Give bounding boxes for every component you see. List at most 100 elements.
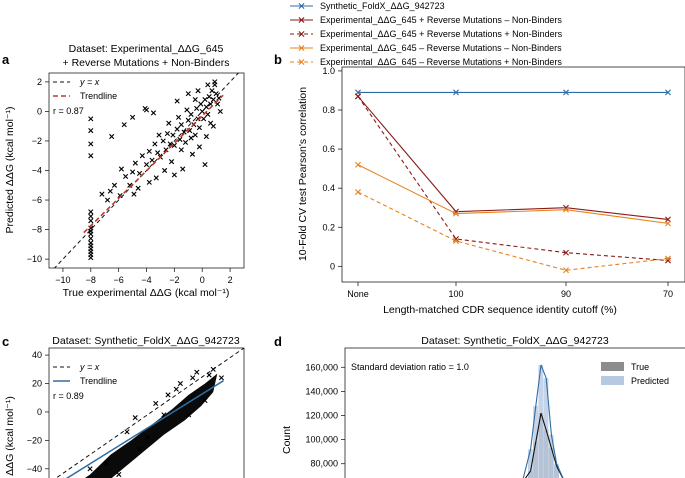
panel-d-predicted-density	[522, 364, 564, 478]
panel-a-point	[163, 147, 169, 153]
panel-a-point	[182, 139, 189, 146]
panel-a-point	[185, 91, 191, 97]
panel-a-point	[209, 88, 215, 94]
panel-c-y-axis: 40 20 0 −20 −40	[27, 350, 49, 474]
panel-b-ytick-label: 0.8	[322, 105, 335, 115]
panel-d-ylabel: Count	[281, 426, 293, 454]
panel-c-point	[177, 380, 183, 387]
panel-a-point	[88, 255, 94, 261]
panel-a-point	[88, 209, 94, 215]
panel-a-legend-identity-label: y = x	[79, 77, 100, 87]
panel-c-point	[136, 446, 142, 452]
panel-c-point	[116, 471, 122, 478]
panel-b-series-marker	[355, 93, 361, 100]
panel-a-xtick-label: −4	[141, 275, 151, 285]
panel-c-trendline	[65, 380, 224, 478]
panel-a-point	[129, 169, 136, 175]
panel-c-point	[185, 412, 192, 418]
panel-b-ytick-label: 1.0	[322, 66, 335, 76]
panel-d-annotation: Standard deviation ratio = 1.0	[351, 362, 469, 372]
panel-d-legend-true-label: True	[631, 362, 649, 372]
panel-a-xtick-label: −6	[114, 275, 124, 285]
panel-b-legend-label: Experimental_ΔΔG_645 – Reverse Mutations…	[320, 57, 562, 67]
panel-a-subtitle: + Reverse Mutations + Non-Binders	[63, 57, 230, 69]
panel-a-xtick-label: −10	[55, 275, 70, 285]
panel-c-frame	[48, 347, 245, 478]
panel-b-xtick-label: 90	[561, 289, 571, 299]
panel-a-point	[171, 172, 177, 178]
panel-c-points	[63, 366, 225, 478]
panel-a-xtick-label: −8	[86, 275, 96, 285]
panel-b-series-line	[357, 191, 669, 271]
panel-d-true-density	[524, 412, 564, 478]
panel-b-series-marker	[563, 89, 569, 96]
panel-a-trendline	[83, 94, 224, 234]
panel-a-point	[206, 94, 212, 100]
panel-a-point	[217, 108, 223, 114]
panel-b-series-marker	[355, 161, 361, 168]
panel-d-ytick-label: 160,000	[305, 362, 338, 372]
panel-a-point	[213, 91, 219, 97]
panel-a-point	[170, 132, 176, 138]
panel-c: c Dataset: Synthetic_FoldX_ΔΔG_942723 40…	[2, 334, 245, 478]
panel-d-ytick-label: 120,000	[305, 411, 338, 421]
panel-c-point	[87, 466, 93, 472]
panel-a-point	[178, 147, 184, 153]
panel-d-ytick-label: 100,000	[305, 435, 338, 445]
panel-a-point	[139, 153, 145, 159]
panel-b-series-marker	[563, 267, 569, 274]
panel-a-xtick-label: −2	[169, 275, 179, 285]
panel-b-frame	[341, 66, 685, 283]
panel-d-predicted-bar	[554, 463, 559, 478]
panel-a-point	[212, 79, 218, 85]
panel-b-legend-label: Experimental_ΔΔG_645 + Reverse Mutations…	[320, 15, 562, 25]
panel-a-ytick-label: −10	[27, 254, 42, 264]
panel-a-point	[189, 151, 196, 157]
panel-a-points	[88, 79, 223, 261]
panel-b-y-axis: 0 0.2 0.4 0.6 0.8 1.0	[322, 66, 342, 271]
panel-a-point	[188, 111, 194, 117]
panel-a-point	[202, 162, 208, 168]
panel-a-point	[88, 128, 94, 134]
panel-a-legend-trend-label: Trendline	[80, 91, 117, 101]
panel-a-point	[146, 148, 152, 154]
panel-b-legend-marker	[298, 17, 305, 23]
panel-a-point	[104, 197, 111, 203]
panel-a-ytick-label: −4	[32, 166, 42, 176]
panel-d-legend-true-swatch	[601, 362, 624, 371]
panel-b-series-marker	[665, 89, 671, 96]
panel-d-legend-pred-label: Predicted	[631, 376, 669, 386]
panel-c-point	[218, 375, 225, 381]
panel-a-point	[88, 213, 94, 219]
panel-a-ytick-label: −2	[32, 136, 42, 146]
panel-a-point	[203, 104, 209, 110]
panel-a-title: Dataset: Experimental_ΔΔG_645	[69, 43, 224, 55]
panel-a-point	[153, 175, 159, 181]
panel-d-predicted-bar	[528, 449, 533, 478]
panel-b-series-marker	[665, 255, 671, 262]
panel-a-point	[136, 170, 143, 177]
panel-a-ylabel: Predicted ΔΔG (kcal mol⁻¹)	[4, 107, 16, 234]
panel-a-point	[88, 228, 94, 234]
panel-a-point	[195, 88, 201, 94]
panel-c-point	[194, 369, 200, 375]
panel-letter-d: d	[274, 334, 282, 349]
panel-a-point	[203, 133, 209, 140]
panel-letter-b: b	[274, 52, 282, 67]
panel-c-point	[210, 366, 216, 372]
panel-a-point	[88, 141, 94, 147]
panel-b-xtick-label: 70	[663, 289, 673, 299]
panel-a-point	[198, 101, 204, 107]
panel-c-point	[165, 392, 171, 398]
panel-a-point	[150, 110, 157, 116]
panel-d-predicted-bar	[538, 364, 544, 478]
panel-b-series-marker	[355, 189, 361, 196]
panel-a-ytick-label: −6	[32, 195, 42, 205]
panel-c-point	[132, 415, 138, 421]
panel-letter-c: c	[2, 334, 9, 349]
panel-a-point	[109, 133, 115, 140]
panel-a: a Dataset: Experimental_ΔΔG_645 + Revers…	[2, 43, 245, 299]
panel-b-ytick-label: 0.4	[322, 183, 335, 193]
